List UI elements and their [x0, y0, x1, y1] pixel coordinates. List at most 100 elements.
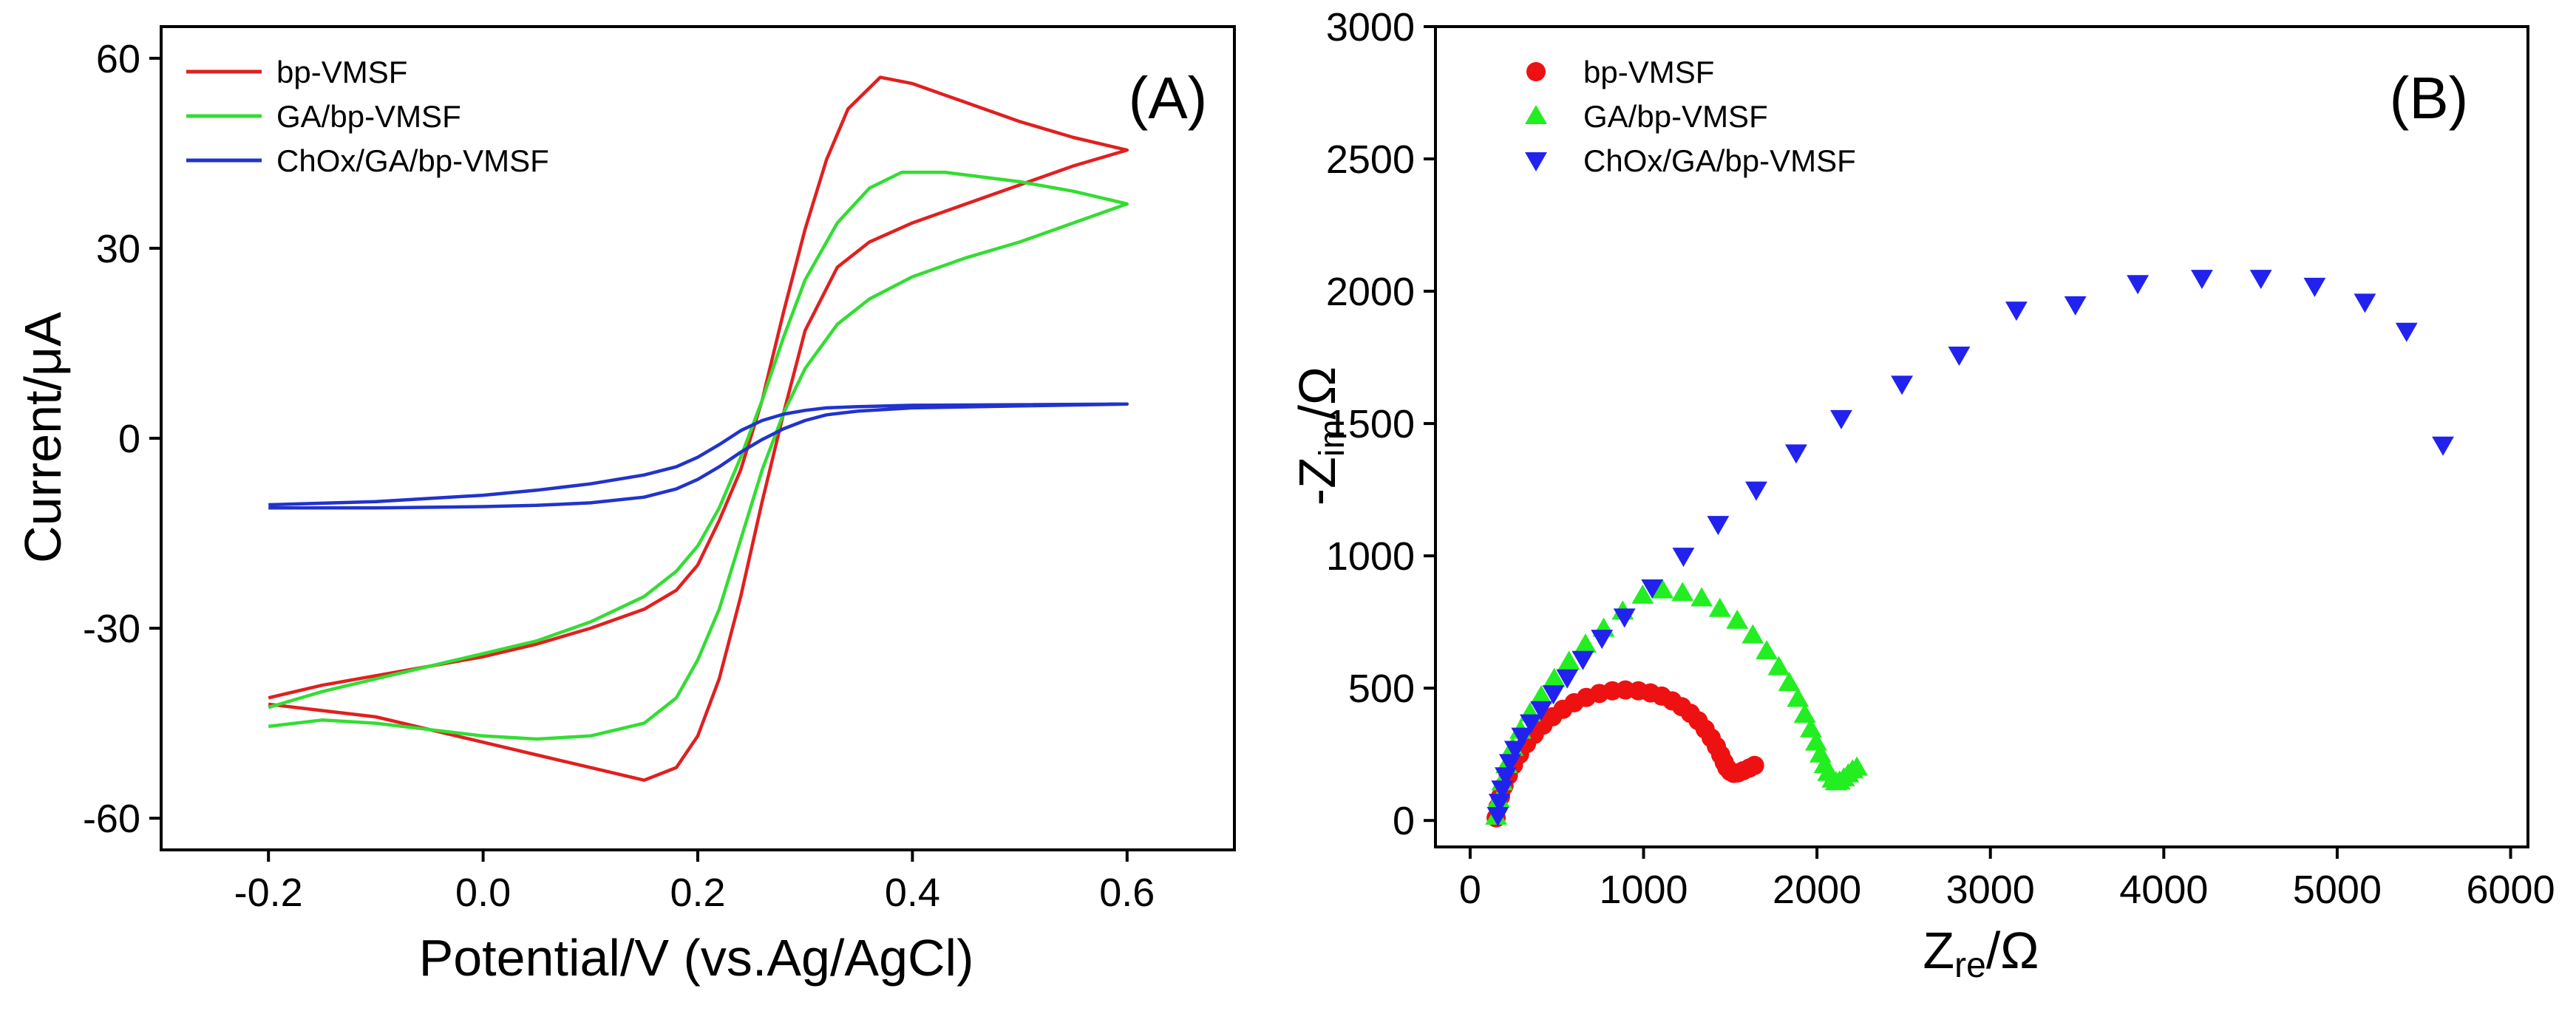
- data-point-chox-ga-bp-vmsf: [2303, 277, 2326, 297]
- y-tick-label: 2000: [1326, 270, 1415, 314]
- legend-label-bp-vmsf: bp-VMSF: [276, 55, 407, 89]
- x-tick-label: 2000: [1773, 868, 1861, 912]
- panel-b-eis-plot: 0 1000 2000 3000 4000 5000 6000 0 500 1000 1500 200…: [1288, 5, 2555, 985]
- panel-a-series-layer: [268, 75, 1129, 782]
- legend-label-chox-ga-bp-vmsf-eis: ChOx/GA/bp-VMSF: [1583, 143, 1856, 178]
- data-point-chox-ga-bp-vmsf: [1542, 685, 1565, 705]
- panel-b-plot-frame: [1434, 25, 2529, 848]
- data-point-chox-ga-bp-vmsf: [2127, 275, 2150, 295]
- data-point-ga-bp-vmsf: [1741, 624, 1764, 644]
- panel-a-label: (A): [1129, 65, 1208, 131]
- data-point-chox-ga-bp-vmsf: [1672, 548, 1695, 568]
- panel-a-y-axis-label: Current/μA: [14, 312, 72, 563]
- legend-marker-chox-ga-bp-vmsf: [1525, 152, 1547, 171]
- data-point-ga-bp-vmsf: [1708, 597, 1731, 617]
- panel-a-legend: bp-VMSF GA/bp-VMSF ChOx/GA/bp-VMSF: [186, 55, 549, 178]
- data-point-ga-bp-vmsf: [1690, 587, 1713, 607]
- y-tick-label: 1500: [1326, 402, 1415, 446]
- data-point-chox-ga-bp-vmsf: [1503, 741, 1526, 760]
- data-point-chox-ga-bp-vmsf: [2432, 436, 2454, 456]
- legend-marker-ga-bp-vmsf: [1525, 105, 1547, 125]
- data-point-ga-bp-vmsf: [1574, 633, 1597, 653]
- data-point-chox-ga-bp-vmsf: [1613, 608, 1636, 628]
- data-point-chox-ga-bp-vmsf: [1491, 780, 1514, 800]
- data-point-chox-ga-bp-vmsf: [2354, 293, 2376, 313]
- x-tick-label: -0.2: [234, 871, 303, 915]
- panel-b-ticks: 0 1000 2000 3000 4000 5000 6000 0 500 1000 1500 200…: [1326, 5, 2555, 912]
- y-tick-label: 60: [96, 37, 140, 81]
- cv-curve-bp-vmsf: [268, 75, 1129, 782]
- cv-curve-ga-bp-vmsf: [268, 170, 1129, 741]
- panel-a-cv-plot: -0.2 0.0 0.2 0.4 0.6 -60 -30 0 30 60 (A) bp-VMSF …: [14, 25, 1236, 987]
- data-point-ga-bp-vmsf: [1767, 656, 1790, 675]
- y-tick-label: 1000: [1326, 534, 1415, 579]
- data-point-ga-bp-vmsf: [1756, 640, 1778, 660]
- data-point-chox-ga-bp-vmsf: [1511, 727, 1534, 747]
- x-tick-label: 0.2: [670, 871, 725, 915]
- y-tick-label: 0: [118, 417, 140, 461]
- x-tick-label: 3000: [1946, 868, 2035, 912]
- x-tick-label: 0: [1459, 868, 1481, 912]
- y-tick-label: 2500: [1326, 137, 1415, 182]
- y-tick-label: 500: [1348, 667, 1415, 711]
- y-tick-label: 30: [96, 227, 140, 271]
- data-point-chox-ga-bp-vmsf: [1641, 579, 1664, 599]
- data-point-chox-ga-bp-vmsf: [2064, 296, 2087, 316]
- y-tick-label: 3000: [1326, 5, 1415, 50]
- panel-a-ticks: -0.2 0.0 0.2 0.4 0.6 -60 -30 0 30 60: [83, 37, 1155, 915]
- data-point-ga-bp-vmsf: [1671, 582, 1694, 602]
- data-point-ga-bp-vmsf: [1543, 667, 1566, 687]
- x-tick-label: 1000: [1599, 868, 1688, 912]
- data-point-ga-bp-vmsf: [1726, 609, 1749, 629]
- series-chox-ga-bp-vmsf: [1486, 270, 2454, 826]
- data-point-ga-bp-vmsf: [1778, 672, 1801, 692]
- x-tick-label: 5000: [2293, 868, 2382, 912]
- data-point-chox-ga-bp-vmsf: [1520, 714, 1542, 734]
- data-point-chox-ga-bp-vmsf: [1785, 444, 1807, 464]
- data-point-chox-ga-bp-vmsf: [1707, 516, 1730, 536]
- data-point-chox-ga-bp-vmsf: [2249, 270, 2272, 290]
- data-point-chox-ga-bp-vmsf: [2190, 270, 2213, 290]
- data-point-ga-bp-vmsf: [1530, 684, 1553, 704]
- series-bp-vmsf: [1486, 680, 1764, 828]
- y-tick-label: 0: [1393, 799, 1415, 843]
- x-tick-label: 0.6: [1099, 871, 1155, 915]
- data-point-chox-ga-bp-vmsf: [1556, 669, 1579, 689]
- panel-b-series-layer: [1485, 270, 2454, 828]
- panel-b-legend: bp-VMSF GA/bp-VMSF ChOx/GA/bp-VMSF: [1525, 55, 1856, 178]
- data-point-chox-ga-bp-vmsf: [1830, 409, 1852, 429]
- legend-label-ga-bp-vmsf: GA/bp-VMSF: [276, 99, 461, 134]
- data-point-chox-ga-bp-vmsf: [2395, 322, 2418, 342]
- legend-label-ga-bp-vmsf-eis: GA/bp-VMSF: [1583, 99, 1768, 134]
- x-tick-label: 6000: [2466, 868, 2555, 912]
- data-point-ga-bp-vmsf: [1557, 650, 1580, 670]
- legend-label-chox-ga-bp-vmsf: ChOx/GA/bp-VMSF: [276, 143, 549, 178]
- y-tick-label: -30: [83, 607, 140, 651]
- x-tick-label: 0.4: [885, 871, 940, 915]
- data-point-chox-ga-bp-vmsf: [1948, 346, 1971, 366]
- data-point-bp-vmsf: [1744, 755, 1764, 775]
- panel-b-x-axis-label: Zre/Ω: [1923, 922, 2039, 985]
- data-point-chox-ga-bp-vmsf: [1745, 481, 1767, 501]
- data-point-ga-bp-vmsf: [1846, 756, 1869, 776]
- panel-a-x-axis-label: Potential/V (vs.Ag/AgCl): [419, 929, 974, 987]
- data-point-chox-ga-bp-vmsf: [1486, 806, 1509, 826]
- data-point-ga-bp-vmsf: [1651, 579, 1674, 599]
- cv-curve-chox-ga-bp-vmsf: [268, 402, 1129, 510]
- data-point-chox-ga-bp-vmsf: [1488, 794, 1511, 814]
- data-point-chox-ga-bp-vmsf: [2005, 302, 2028, 321]
- legend-label-bp-vmsf-eis: bp-VMSF: [1583, 55, 1714, 89]
- data-point-chox-ga-bp-vmsf: [1891, 375, 1914, 395]
- x-tick-label: 4000: [2119, 868, 2208, 912]
- panel-b-label: (B): [2390, 65, 2469, 131]
- data-point-chox-ga-bp-vmsf: [1591, 630, 1614, 650]
- data-point-chox-ga-bp-vmsf: [1571, 650, 1594, 670]
- y-tick-label: -60: [83, 797, 140, 841]
- data-point-chox-ga-bp-vmsf: [1530, 701, 1553, 721]
- data-point-ga-bp-vmsf: [1793, 704, 1816, 724]
- x-tick-label: 0.0: [455, 871, 511, 915]
- data-point-chox-ga-bp-vmsf: [1495, 767, 1517, 787]
- panel-b-y-axis-label: -Zim/Ω: [1288, 367, 1352, 506]
- data-point-ga-bp-vmsf: [1631, 584, 1654, 604]
